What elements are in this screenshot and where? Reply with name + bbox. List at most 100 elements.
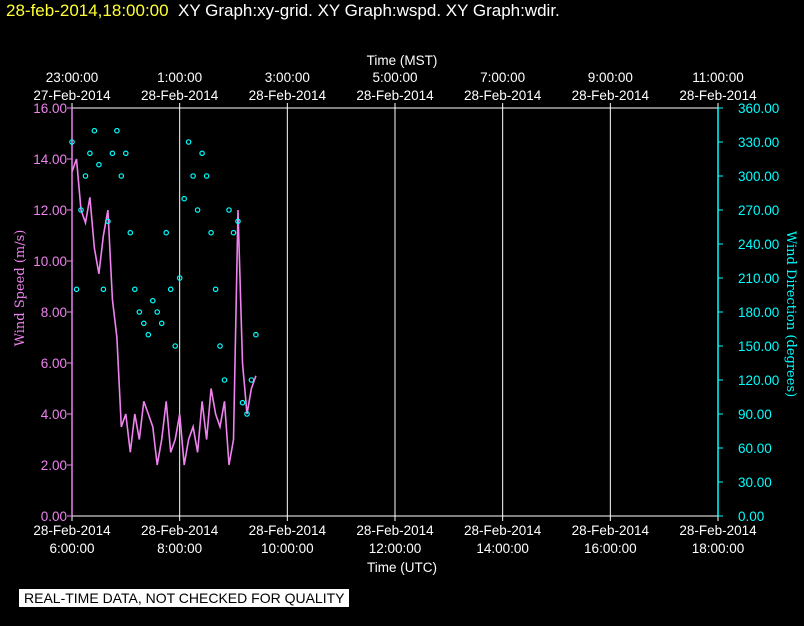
wind-direction-point bbox=[230, 229, 237, 236]
left-tick-label: 16.00 bbox=[33, 101, 67, 116]
left-tick-label: 6.00 bbox=[41, 356, 67, 371]
bottom-tick-date: 28-Feb-2014 bbox=[679, 523, 757, 538]
left-axis-label: Wind Speed (m/s) bbox=[13, 230, 28, 347]
right-tick-label: 30.00 bbox=[738, 475, 772, 490]
top-tick-date: 28-Feb-2014 bbox=[572, 88, 650, 103]
left-tick-label: 4.00 bbox=[41, 407, 67, 422]
top-tick-date: 28-Feb-2014 bbox=[249, 88, 327, 103]
wind-direction-point bbox=[127, 229, 134, 236]
top-tick-time: 11:00:00 bbox=[692, 70, 744, 85]
wind-direction-point bbox=[136, 309, 143, 315]
right-tick-label: 90.00 bbox=[738, 407, 772, 422]
wind-direction-point bbox=[203, 173, 210, 179]
bottom-tick-time: 14:00:00 bbox=[476, 541, 529, 556]
wind-direction-point bbox=[114, 127, 120, 134]
wind-direction-point bbox=[150, 297, 156, 304]
bottom-axis-label: Time (UTC) bbox=[367, 560, 437, 575]
right-tick-label: 240.00 bbox=[738, 237, 779, 252]
left-tick-label: 8.00 bbox=[41, 305, 67, 320]
bottom-tick-date: 28-Feb-2014 bbox=[33, 523, 111, 538]
wind-direction-point bbox=[145, 331, 152, 338]
top-tick-time: 3:00:00 bbox=[265, 70, 310, 85]
wind-direction-point bbox=[109, 150, 116, 157]
wind-direction-point bbox=[91, 127, 98, 134]
wind-direction-point bbox=[172, 343, 179, 349]
right-tick-label: 150.00 bbox=[738, 339, 779, 354]
wind-direction-point bbox=[154, 309, 161, 315]
wind-direction-point bbox=[100, 286, 107, 293]
top-tick-time: 23:00:00 bbox=[46, 70, 99, 85]
wind-direction-point bbox=[248, 377, 255, 383]
top-tick-date: 28-Feb-2014 bbox=[141, 88, 219, 103]
top-tick-date: 28-Feb-2014 bbox=[356, 88, 434, 103]
grid-layer bbox=[67, 103, 723, 521]
wind-direction-point bbox=[69, 139, 75, 145]
right-tick-label: 360.00 bbox=[738, 101, 779, 116]
bottom-tick-date: 28-Feb-2014 bbox=[141, 523, 219, 538]
wind-direction-point bbox=[176, 275, 183, 281]
top-tick-time: 9:00:00 bbox=[588, 70, 633, 85]
wind-direction-point bbox=[78, 207, 84, 213]
right-tick-label: 0.00 bbox=[738, 509, 764, 524]
wind-direction-point bbox=[217, 343, 223, 349]
left-tick-label: 0.00 bbox=[41, 509, 67, 524]
top-tick-date: 27-Feb-2014 bbox=[33, 88, 111, 103]
wind-direction-point bbox=[82, 173, 89, 179]
wind-speed-line bbox=[71, 158, 257, 466]
top-tick-date: 28-Feb-2014 bbox=[679, 88, 757, 103]
right-tick-label: 270.00 bbox=[738, 203, 779, 218]
wind-direction-point bbox=[235, 218, 241, 225]
wind-direction-point bbox=[212, 286, 219, 293]
top-tick-time: 5:00:00 bbox=[372, 70, 417, 85]
wind-direction-point bbox=[167, 286, 174, 293]
left-tick-label: 12.00 bbox=[33, 203, 67, 218]
wind-direction-point bbox=[181, 195, 188, 202]
bottom-tick-date: 28-Feb-2014 bbox=[572, 523, 650, 538]
left-tick-label: 10.00 bbox=[33, 254, 67, 269]
bottom-tick-time: 6:00:00 bbox=[49, 541, 94, 556]
bottom-tick-time: 16:00:00 bbox=[584, 541, 637, 556]
bottom-tick-time: 18:00:00 bbox=[692, 541, 745, 556]
bottom-tick-time: 12:00:00 bbox=[369, 541, 422, 556]
wind-direction-point bbox=[208, 229, 214, 236]
series-layer bbox=[69, 127, 259, 466]
wind-direction-point bbox=[73, 286, 80, 293]
top-tick-time: 7:00:00 bbox=[480, 70, 525, 85]
timestamp-label: 28-feb-2014,18:00:00 bbox=[6, 1, 169, 20]
top-tick-date: 28-Feb-2014 bbox=[464, 88, 542, 103]
bottom-tick-date: 28-Feb-2014 bbox=[249, 523, 327, 538]
right-tick-label: 120.00 bbox=[738, 373, 779, 388]
top-axis-label: Time (MST) bbox=[367, 53, 438, 68]
right-tick-label: 210.00 bbox=[738, 271, 779, 286]
bottom-tick-time: 10:00:00 bbox=[261, 541, 314, 556]
left-tick-label: 2.00 bbox=[41, 458, 67, 473]
wind-direction-point bbox=[163, 229, 170, 236]
bottom-tick-date: 28-Feb-2014 bbox=[464, 523, 542, 538]
right-axis-label: Wind Direction (degrees) bbox=[783, 231, 798, 397]
wind-direction-point bbox=[199, 150, 205, 157]
wind-direction-point bbox=[87, 150, 93, 157]
wind-direction-point bbox=[132, 286, 138, 293]
wind-direction-point bbox=[244, 411, 250, 417]
right-tick-label: 60.00 bbox=[738, 441, 772, 456]
wind-direction-point bbox=[105, 218, 111, 225]
quality-disclaimer: REAL-TIME DATA, NOT CHECKED FOR QUALITY bbox=[19, 589, 350, 607]
wind-direction-point bbox=[123, 150, 129, 157]
wind-direction-point bbox=[239, 399, 246, 406]
wind-direction-point bbox=[158, 320, 165, 327]
wind-direction-point bbox=[226, 207, 232, 213]
graph-list-label: XY Graph:xy-grid. XY Graph:wspd. XY Grap… bbox=[178, 1, 560, 20]
wind-direction-point bbox=[185, 139, 192, 145]
right-tick-label: 300.00 bbox=[738, 169, 779, 184]
right-tick-label: 330.00 bbox=[738, 135, 779, 150]
chart-title-bar: 28-feb-2014,18:00:00 XY Graph:xy-grid. X… bbox=[6, 1, 560, 21]
wind-direction-point bbox=[221, 377, 228, 383]
right-tick-label: 180.00 bbox=[738, 305, 779, 320]
top-tick-time: 1:00:00 bbox=[157, 70, 202, 85]
wind-direction-point bbox=[118, 173, 125, 179]
wind-direction-point bbox=[194, 207, 201, 213]
left-tick-label: 14.00 bbox=[33, 152, 67, 167]
bottom-tick-time: 8:00:00 bbox=[157, 541, 202, 556]
wind-direction-point bbox=[141, 320, 147, 327]
wind-direction-point bbox=[96, 161, 102, 168]
